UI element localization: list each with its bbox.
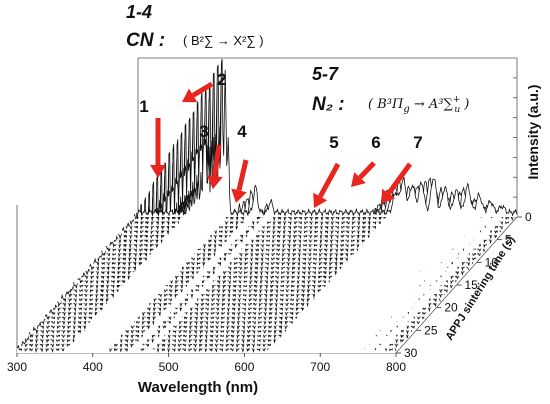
peak-label-4: 4 bbox=[237, 122, 247, 141]
arrow-head-4 bbox=[231, 188, 247, 203]
y-tick-label: 15 bbox=[465, 278, 479, 292]
x-tick-label: 800 bbox=[386, 360, 406, 374]
z-axis-title: Intensity (a.u.) bbox=[525, 85, 541, 180]
y-tick-label: 30 bbox=[404, 346, 418, 360]
x-tick-label: 400 bbox=[83, 360, 103, 374]
y-tick-label: 25 bbox=[424, 323, 438, 337]
arrow-head-2 bbox=[182, 88, 198, 103]
x-axis-title: Wavelength (nm) bbox=[138, 379, 258, 396]
x-tick-label: 600 bbox=[234, 360, 254, 374]
n2-species: N₂ bbox=[312, 94, 333, 115]
n2-transition-arrow: → A³∑ bbox=[410, 97, 454, 112]
arrow-head-1 bbox=[150, 165, 166, 178]
y-tick-label: 0 bbox=[525, 210, 532, 224]
peak-label-2: 2 bbox=[217, 70, 226, 89]
y-tick-label: 5 bbox=[505, 233, 512, 247]
n2-sub-u: u bbox=[454, 105, 460, 115]
arrow-head-5 bbox=[313, 192, 328, 208]
spectrum-trace bbox=[137, 58, 518, 218]
n2-species-label: N₂ : bbox=[312, 94, 345, 115]
arrow-shaft-3 bbox=[212, 144, 222, 177]
x-tick-label: 300 bbox=[7, 360, 27, 374]
cn-colon: : bbox=[153, 30, 165, 51]
peak-label-6: 6 bbox=[371, 133, 380, 152]
peak-label-5: 5 bbox=[329, 133, 338, 152]
cn-range-label: 1-4 bbox=[126, 2, 152, 22]
n2-range-label: 5-7 bbox=[312, 64, 339, 84]
n2-transition-start: ( B³Π bbox=[368, 97, 404, 112]
arrow-shaft-6 bbox=[358, 161, 376, 180]
arrow-shaft-2 bbox=[191, 81, 214, 98]
cn-species: CN bbox=[126, 30, 155, 51]
n2-sub-g: g bbox=[403, 104, 409, 115]
n2-sup-plus: + bbox=[453, 95, 461, 105]
x-tick-label: 700 bbox=[310, 360, 330, 374]
cn-transition: ( B²∑ → X²∑ ) bbox=[183, 33, 264, 48]
spectra-traces bbox=[16, 58, 518, 354]
arrow-head-3 bbox=[206, 175, 223, 189]
n2-transition-close: ) bbox=[460, 97, 469, 112]
arrow-shaft-7 bbox=[386, 162, 413, 195]
peak-label-7: 7 bbox=[413, 133, 422, 152]
arrow-head-6 bbox=[351, 172, 366, 187]
y-tick-label: 20 bbox=[444, 301, 458, 315]
peak-label-3: 3 bbox=[199, 122, 208, 141]
y-axis: 05 10 15 20 25 30 bbox=[396, 210, 532, 360]
y-tick-label: 10 bbox=[485, 255, 499, 269]
cn-species-label: CN : bbox=[126, 30, 165, 51]
x-tick-label: 500 bbox=[159, 360, 179, 374]
arrow-shaft-4 bbox=[236, 159, 249, 191]
peak-arrows: 1 2 3 4 5 6 7 bbox=[139, 70, 423, 208]
arrow-shaft-5 bbox=[318, 162, 341, 198]
peak-label-1: 1 bbox=[139, 97, 148, 116]
x-axis: 300 400 500 600 700 800 bbox=[7, 353, 406, 374]
arrow-head-7 bbox=[381, 188, 396, 204]
n2-transition: ( B³Πg → A³∑+ u ) bbox=[368, 95, 469, 115]
n2-colon: : bbox=[333, 94, 345, 115]
trace-fill bbox=[134, 64, 513, 222]
